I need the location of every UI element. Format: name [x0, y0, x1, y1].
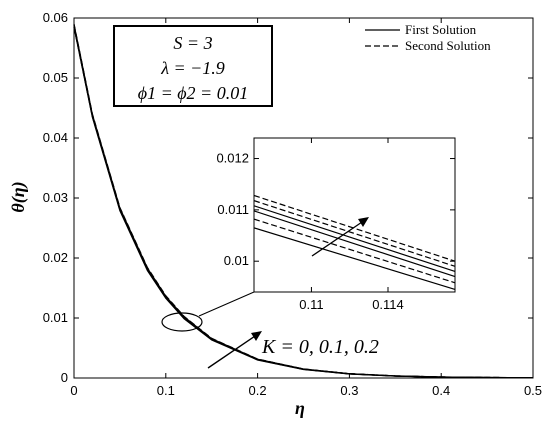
second-solution-line [253, 218, 456, 284]
x-tick-label: 0.1 [157, 383, 175, 398]
x-tick-label: 0.11 [299, 297, 323, 312]
y-tick-label: 0.01 [43, 310, 68, 325]
x-tick-label: 0.2 [249, 383, 267, 398]
zoom-ellipse [161, 312, 203, 332]
k-annotation: K = 0, 0.1, 0.2 [261, 336, 379, 358]
second-solution-line [253, 200, 456, 267]
legend-label-first: First Solution [405, 22, 477, 37]
inset-ticks: 0.11 0.114 0.01 0.011 0.012 [216, 138, 455, 312]
first-solution-line [253, 210, 456, 278]
first-solution-line [253, 227, 456, 291]
inset-curves [253, 194, 456, 291]
inset-plot-area [253, 137, 456, 293]
second-solution-line [73, 23, 534, 379]
main-ticks: 0 0.1 0.2 0.3 0.4 0.5 0 0.01 0.02 0.03 0.04 0.05 0.0… [43, 10, 542, 398]
y-tick-label: 0.04 [43, 130, 68, 145]
x-tick-label: 0 [70, 383, 77, 398]
zoom-connector [198, 291, 255, 317]
x-axis-label: η [295, 398, 305, 418]
second-solution-line [253, 194, 456, 262]
legend-label-second: Second Solution [405, 38, 491, 53]
first-solution-line [253, 205, 456, 273]
param-lambda: λ = −1.9 [160, 58, 225, 78]
param-phi: ϕ1 = ϕ2 = 0.01 [138, 83, 248, 103]
y-tick-label: 0.05 [43, 70, 68, 85]
y-tick-label: 0 [61, 370, 68, 385]
k-arrow-main [207, 331, 262, 369]
legend: First Solution Second Solution [365, 22, 491, 53]
y-axis-label: θ(η) [8, 181, 29, 212]
x-tick-label: 0.114 [372, 297, 404, 312]
param-s: S = 3 [173, 33, 212, 53]
k-arrow-inset [311, 217, 369, 257]
y-tick-label: 0.02 [43, 250, 68, 265]
x-tick-label: 0.4 [432, 383, 450, 398]
y-tick-label: 0.06 [43, 10, 68, 25]
y-tick-label: 0.03 [43, 190, 68, 205]
y-tick-label: 0.01 [224, 253, 249, 268]
main-curves [73, 23, 534, 379]
x-tick-label: 0.3 [340, 383, 358, 398]
y-tick-label: 0.012 [216, 151, 249, 166]
parameter-box [113, 25, 273, 107]
y-tick-label: 0.011 [217, 202, 249, 217]
x-tick-label: 0.5 [524, 383, 542, 398]
